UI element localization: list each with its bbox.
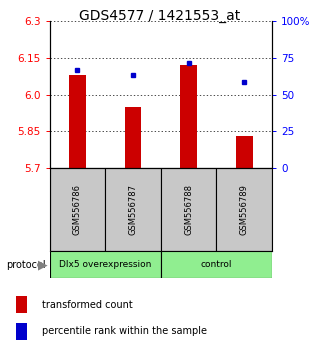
- Bar: [69, 75, 86, 168]
- Text: GSM556787: GSM556787: [129, 184, 138, 235]
- Bar: [125, 107, 141, 168]
- Bar: [16, 296, 27, 313]
- Bar: [180, 65, 197, 168]
- Bar: [236, 136, 252, 168]
- Text: GDS4577 / 1421553_at: GDS4577 / 1421553_at: [79, 9, 241, 23]
- Text: protocol: protocol: [6, 259, 46, 270]
- Text: GSM556788: GSM556788: [184, 184, 193, 235]
- Text: Dlx5 overexpression: Dlx5 overexpression: [59, 260, 151, 269]
- Bar: [50, 251, 161, 278]
- Bar: [105, 168, 161, 251]
- Text: transformed count: transformed count: [42, 300, 133, 310]
- Text: GSM556786: GSM556786: [73, 184, 82, 235]
- Bar: [161, 168, 216, 251]
- Bar: [50, 168, 105, 251]
- Bar: [216, 168, 272, 251]
- Text: percentile rank within the sample: percentile rank within the sample: [42, 326, 207, 336]
- Bar: [161, 251, 272, 278]
- Text: ▶: ▶: [38, 258, 48, 271]
- Text: GSM556789: GSM556789: [240, 184, 249, 235]
- Bar: [16, 323, 27, 339]
- Text: control: control: [201, 260, 232, 269]
